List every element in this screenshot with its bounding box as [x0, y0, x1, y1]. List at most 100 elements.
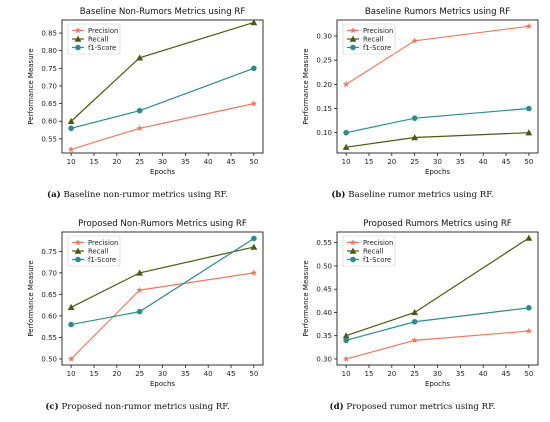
legend-recall-label: Recall — [363, 35, 383, 43]
caption-d: (d) Proposed rumor metrics using RF. — [275, 402, 550, 412]
precision-point — [342, 80, 350, 88]
chart-c-title: Proposed Non-Rumors Metrics using RF — [78, 219, 247, 229]
caption-a-text: Baseline non-rumor metrics using RF. — [63, 190, 228, 200]
legend-box — [342, 23, 396, 55]
x-tick-label: 30 — [158, 158, 167, 166]
y-tick-label: 0.50 — [41, 355, 57, 363]
x-tick-label: 50 — [524, 370, 533, 378]
x-tick-label: 40 — [204, 158, 213, 166]
series-precision — [67, 100, 258, 153]
legend-precision-label: Precision — [363, 239, 393, 247]
x-tick-label: 50 — [249, 370, 258, 378]
series-recall — [342, 129, 533, 150]
y-tick-label: 0.75 — [41, 248, 57, 256]
x-tick-label: 20 — [112, 158, 121, 166]
x-tick-label: 15 — [90, 158, 99, 166]
x-tick-label: 10 — [67, 158, 76, 166]
series-recall — [67, 19, 258, 124]
chart-panel-b: Baseline Rumors Metrics using RF 10 15 20 25… — [275, 0, 550, 210]
chart-d-title: Proposed Rumors Metrics using RF — [363, 219, 512, 229]
series-f1-line — [70, 67, 255, 129]
recall-point — [136, 54, 144, 61]
chart-b: Baseline Rumors Metrics using RF 10 15 20 25… — [302, 7, 539, 176]
series-f1 — [343, 305, 532, 344]
y-tick-label: 0.70 — [41, 269, 57, 277]
legend-box — [67, 23, 121, 55]
y-tick-label: 0.65 — [41, 100, 57, 108]
y-tick-label: 0.55 — [41, 334, 57, 342]
caption-b-text: Baseline rumor metrics using RF. — [348, 190, 494, 200]
x-tick-label: 40 — [479, 158, 488, 166]
legend-f1-marker — [75, 44, 81, 51]
f1-point — [526, 305, 532, 311]
precision-point — [342, 355, 350, 362]
x-tick-label: 30 — [158, 370, 167, 378]
x-tick-label: 45 — [502, 370, 511, 378]
y-tick-label: 0.55 — [41, 135, 57, 143]
precision-point — [67, 355, 75, 362]
f1-point — [136, 308, 143, 315]
y-tick-label: 0.20 — [316, 81, 332, 89]
f1-point — [526, 105, 532, 112]
x-tick-label: 25 — [135, 370, 144, 378]
legend-f1-marker — [75, 256, 81, 263]
caption-a: (a) Baseline non-rumor metrics using RF. — [0, 190, 275, 200]
precision-point — [250, 269, 258, 276]
x-tick-label: 30 — [433, 158, 442, 166]
legend-box — [67, 235, 121, 267]
y-tick-label: 0.15 — [316, 105, 332, 113]
legend-recall-marker — [74, 247, 82, 254]
x-tick-label: 50 — [249, 158, 258, 166]
x-tick-label: 10 — [342, 158, 351, 166]
precision-point — [67, 146, 75, 153]
series-recall-line — [346, 132, 529, 148]
y-tick-label: 0.35 — [316, 332, 332, 340]
x-tick-label: 50 — [524, 158, 533, 166]
precision-point — [411, 37, 418, 44]
chart-b-title: Baseline Rumors Metrics using RF — [365, 7, 510, 17]
recall-point — [342, 143, 350, 150]
x-tick-label: 25 — [410, 158, 419, 166]
f1-point — [411, 115, 418, 121]
chart-panel-d: Proposed Rumors Metrics using RF 10 15 20 25… — [275, 212, 550, 422]
legend-recall-marker — [74, 35, 82, 42]
chart-panel-c: Proposed Non-Rumors Metrics using RF 10 15… — [0, 212, 275, 422]
x-tick-label: 35 — [181, 158, 190, 166]
recall-point — [411, 309, 419, 316]
legend-recall-marker — [349, 247, 357, 254]
chart-d-y-axis-label: Performance Measure — [302, 260, 310, 336]
chart-a-x-axis-label: Epochs — [150, 168, 175, 176]
legend-precision-marker — [349, 239, 357, 246]
x-tick-label: 35 — [181, 370, 190, 378]
x-tick-label: 10 — [342, 370, 351, 378]
legend-precision-marker — [74, 239, 82, 246]
series-f1-line — [346, 107, 529, 134]
legend-box — [342, 235, 396, 267]
chart-a: Baseline Non-Rumors Metrics using RF 10 15… — [27, 7, 264, 176]
y-tick-label: 0.30 — [316, 355, 332, 363]
series-f1 — [68, 235, 257, 328]
legend-precision-label: Precision — [363, 27, 393, 35]
chart-c-x-axis-label: Epochs — [150, 380, 175, 388]
legend-recall-label: Recall — [88, 247, 108, 255]
f1-point — [251, 235, 257, 242]
x-tick-label: 20 — [387, 158, 396, 166]
y-tick-label: 0.75 — [41, 65, 57, 73]
series-f1 — [343, 105, 532, 136]
legend-f1-label: f1-Score — [363, 256, 391, 264]
legend-recall-label: Recall — [363, 247, 383, 255]
y-tick-label: 0.10 — [316, 129, 332, 137]
series-precision — [342, 327, 533, 362]
recall-point — [250, 19, 258, 26]
x-tick-label: 45 — [502, 158, 511, 166]
precision-point — [136, 124, 143, 132]
caption-c: (c) Proposed non-rumor metrics using RF. — [0, 402, 275, 412]
y-tick-label: 0.60 — [41, 118, 57, 126]
x-tick-label: 45 — [227, 370, 236, 378]
x-tick-label: 30 — [433, 370, 442, 378]
chart-c-y-axis-label: Performance Measure — [27, 260, 35, 336]
caption-c-text: Proposed non-rumor metrics using RF. — [61, 402, 230, 412]
